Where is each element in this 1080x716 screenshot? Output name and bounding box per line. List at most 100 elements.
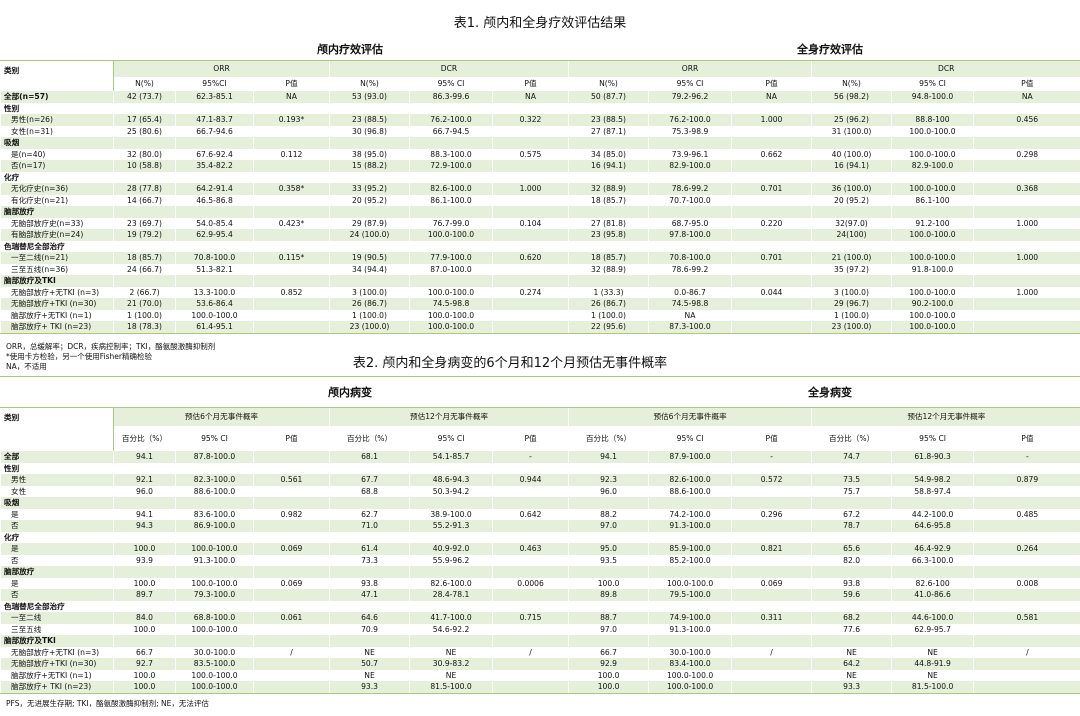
cell: 16 (94.1) <box>568 160 649 172</box>
row-label: 无化疗史(n=36) <box>0 183 114 195</box>
cell: 0.701 <box>731 183 812 195</box>
cell: 54.1-85.7 <box>409 451 493 463</box>
cell <box>972 194 1080 206</box>
cell <box>329 171 410 183</box>
table1-section-intracranial: 颅内疗效评估 <box>317 43 383 56</box>
cell: 86.1-100 <box>891 194 974 206</box>
row-label: 化疗 <box>0 531 114 543</box>
cell: 2 (66.7) <box>113 286 176 298</box>
cell: 77.6 <box>811 623 892 635</box>
cell <box>492 531 569 543</box>
cell: - <box>973 451 1080 463</box>
cell: 91.3-100.0 <box>175 554 254 566</box>
table-row: 一至二线(n=21) 18 (85.7) 70.8-100.0 0.115* 19 (9… <box>0 252 1080 264</box>
cell: 82.0 <box>811 554 892 566</box>
cell <box>731 240 812 252</box>
cell: 91.3-100.0 <box>648 623 732 635</box>
cell <box>891 171 974 183</box>
cell <box>973 520 1080 532</box>
cell <box>492 520 569 532</box>
cell <box>113 137 176 149</box>
cell: 92.9 <box>568 658 649 670</box>
cell: 0.104 <box>492 217 569 229</box>
cell: 82.6-100 <box>891 577 974 589</box>
cell: NE <box>811 669 892 681</box>
cell: 100.0 <box>113 669 176 681</box>
divider <box>0 376 1080 377</box>
cell <box>113 635 176 647</box>
cell: 48.6-94.3 <box>409 474 493 486</box>
cell: 50.3-94.2 <box>409 485 493 497</box>
cell: 29 (96.7) <box>811 298 892 310</box>
cell <box>492 298 569 310</box>
cell: 100.0 <box>113 543 176 555</box>
cell: 18 (78.3) <box>113 321 176 334</box>
cell <box>731 321 812 334</box>
table1: 类别 ORR DCR ORR DCR N(%) 95%CI P值 N(%) 95% CI P值 N(%… <box>0 60 1080 334</box>
cell <box>492 669 569 681</box>
cell <box>492 485 569 497</box>
row-label: 男性 <box>0 474 114 486</box>
footnote: NA，不适用 <box>6 362 47 371</box>
cell: 0.061 <box>252 612 330 624</box>
cell: 100.0-100.0 <box>891 148 974 160</box>
footnote: ORR，总缓解率；DCR，疾病控制率；TKI，酪氨酸激酶抑制剂 <box>6 342 216 351</box>
cell: 0.0006 <box>492 577 569 589</box>
row-label: 脑部放疗+无TKI (n=1) <box>0 669 114 681</box>
cell: 93.5 <box>568 554 649 566</box>
row-label: 是 <box>0 577 114 589</box>
cell: 1 (100.0) <box>568 309 649 321</box>
cell: 76.2-100.0 <box>409 114 493 126</box>
cell <box>329 462 410 474</box>
row-label: 色瑞替尼全部治疗 <box>0 600 114 612</box>
table-row: 化疗 <box>0 171 1080 183</box>
cell: 67.6-92.4 <box>175 148 254 160</box>
cell: 16 (94.1) <box>811 160 892 172</box>
column-header: 95% CI <box>175 426 254 451</box>
cell: 24(100) <box>811 229 892 241</box>
cell: 86.3-99.6 <box>409 91 493 103</box>
cell: 91.2-100 <box>891 217 974 229</box>
column-header: 95% CI <box>648 77 732 91</box>
row-label: 脑部放疗+ TKI (n=23) <box>0 321 114 334</box>
cell: 68.8 <box>329 485 410 497</box>
cell <box>973 600 1080 612</box>
cell: 0.852 <box>253 286 330 298</box>
cell: 21 (70.0) <box>113 298 176 310</box>
cell: 64.2-91.4 <box>175 183 254 195</box>
cell: 31 (100.0) <box>811 125 892 137</box>
cell: 100.0-100.0 <box>891 286 974 298</box>
row-label: 脑部放疗+无TKI (n=1) <box>0 309 114 321</box>
cell: 90.2-100.0 <box>891 298 974 310</box>
cell: 88.8-100 <box>891 114 974 126</box>
cell <box>731 497 812 509</box>
cell: 88.2 <box>568 508 649 520</box>
table-row: 否 93.9 91.3-100.0 73.3 55.9-96.2 93.5 85.2-100… <box>0 554 1080 566</box>
column-header: 百分比（%） <box>811 426 892 451</box>
column-header: N(%) <box>811 77 892 91</box>
cell: 0.311 <box>731 612 812 624</box>
cell: 24 (66.7) <box>113 263 176 275</box>
cell: 66.7-94.5 <box>409 125 493 137</box>
cell <box>648 531 732 543</box>
cell: 64.6-95.8 <box>891 520 974 532</box>
cell: 67.7 <box>329 474 410 486</box>
row-label: 无脑部放疗+TKI (n=30) <box>0 658 114 670</box>
cell: 0.662 <box>731 148 812 160</box>
cell <box>253 137 330 149</box>
column-header: 95%CI <box>175 77 254 91</box>
cell: 70.7-100.0 <box>648 194 732 206</box>
cell: 61.4-95.1 <box>175 321 254 334</box>
cell: 93.8 <box>329 577 410 589</box>
cell <box>329 531 410 543</box>
cell: 0.620 <box>492 252 569 264</box>
cell <box>113 102 176 114</box>
table-row: 化疗 <box>0 531 1080 543</box>
cell: 66.7-94.6 <box>175 125 254 137</box>
cell <box>731 600 812 612</box>
cell: 73.5 <box>811 474 892 486</box>
cell: 81.5-100.0 <box>891 681 974 694</box>
cell <box>409 635 493 647</box>
row-label: 是(n=40) <box>0 148 114 160</box>
cell: 0.368 <box>972 183 1080 195</box>
